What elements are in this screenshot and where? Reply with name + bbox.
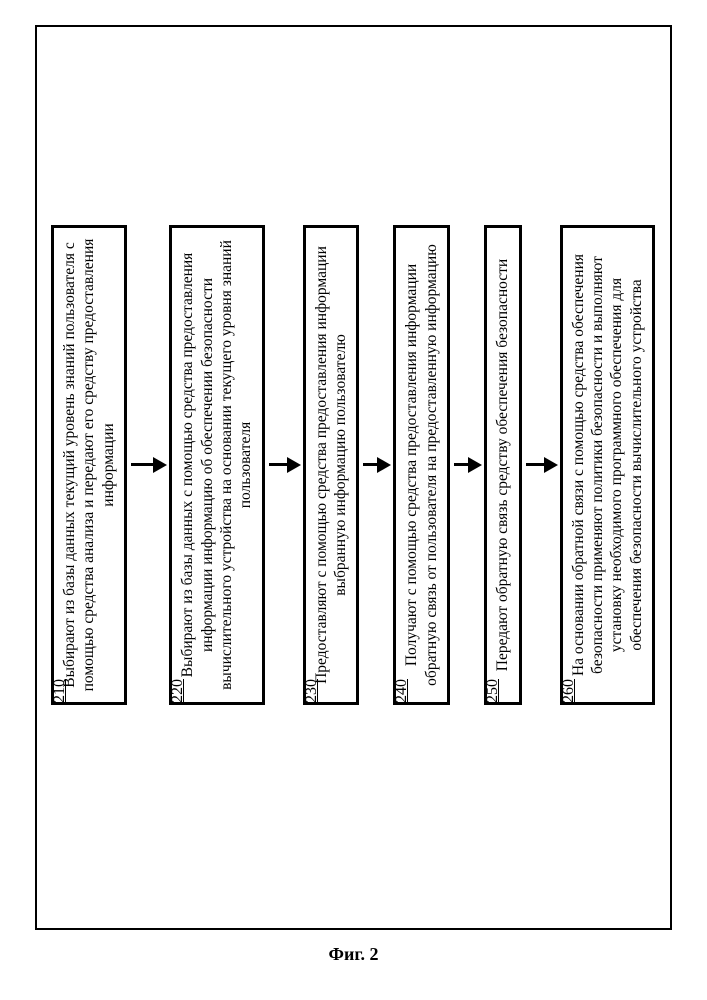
arrow-head [287, 457, 301, 473]
step-number: 240 [393, 679, 411, 703]
arrow-head [377, 457, 391, 473]
arrow-line [131, 464, 153, 467]
step-number: 230 [303, 679, 321, 703]
arrow-line [363, 464, 377, 467]
figure-caption: Фиг. 2 [0, 944, 707, 965]
step-number: 250 [484, 679, 502, 703]
step-230: 230 Предоставляют с помощью средства пре… [303, 55, 360, 875]
step-220: 220 Выбирают из базы данных с помощью ср… [169, 55, 265, 875]
arrow-icon [363, 457, 391, 473]
arrow-icon [454, 457, 482, 473]
step-260: 260 На основании обратной связи с помощь… [560, 55, 656, 875]
step-number: 220 [169, 679, 187, 703]
arrow-head [468, 457, 482, 473]
step-250: 250 Передают обратную связь средству обе… [484, 55, 521, 875]
arrow-head [153, 457, 167, 473]
arrow-line [269, 464, 287, 467]
step-number: 260 [560, 679, 578, 703]
arrow-head [544, 457, 558, 473]
arrow-line [454, 464, 468, 467]
step-number: 210 [51, 679, 69, 703]
step-240: 240 Получают с помощью средства предоста… [393, 55, 450, 875]
step-210: 210 Выбирают из базы данных текущий уров… [51, 55, 127, 875]
arrow-line [526, 464, 544, 467]
arrow-icon [526, 457, 558, 473]
arrow-icon [131, 457, 167, 473]
flowchart: 210 Выбирают из базы данных текущий уров… [51, 55, 655, 875]
arrow-icon [269, 457, 301, 473]
